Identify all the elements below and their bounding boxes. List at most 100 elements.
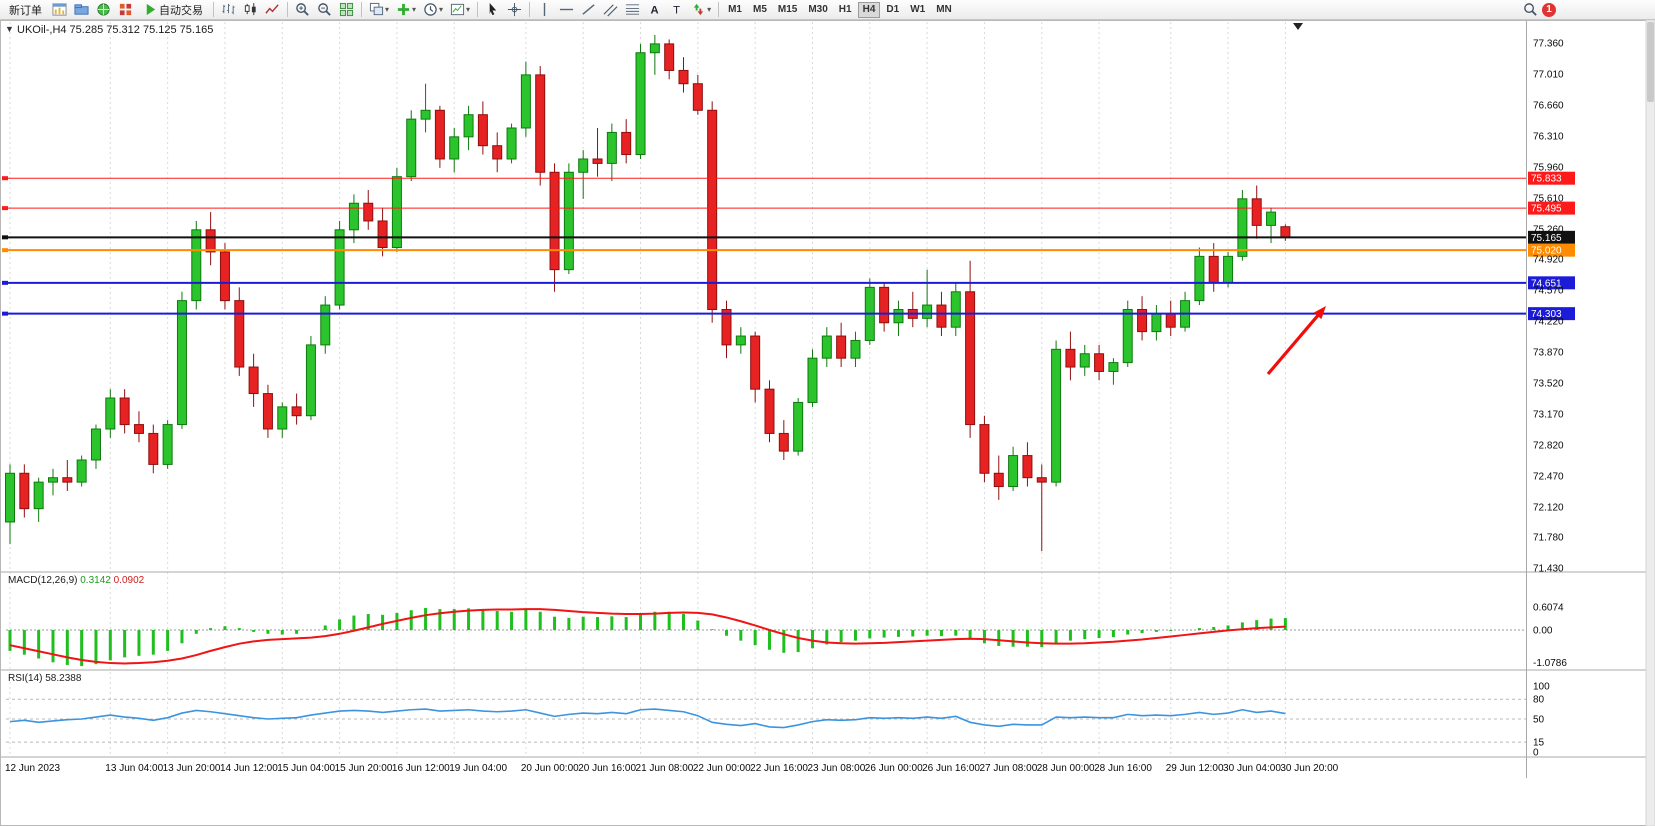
scrollbar-track[interactable] xyxy=(1645,19,1655,826)
chart-title: UKOil-,H4 75.285 75.312 75.125 75.165 xyxy=(17,24,214,36)
macd-signal-line xyxy=(9,608,1286,665)
candle-body xyxy=(807,357,818,403)
period-menu-button[interactable]: ▾ xyxy=(420,1,446,19)
time-axis-label: 22 Jun 16:00 xyxy=(750,763,808,774)
chart-background[interactable] xyxy=(0,20,1655,826)
toolbar-separator xyxy=(287,2,288,17)
axis-price-label: 77.360 xyxy=(1533,39,1564,50)
candle-body xyxy=(678,69,689,85)
candle-body xyxy=(520,74,531,129)
macd-axis-label: 0.6074 xyxy=(1533,602,1564,613)
time-axis-label: 30 Jun 20:00 xyxy=(1280,763,1338,774)
rsi-axis-label: 0 xyxy=(1533,748,1539,759)
trend-icon xyxy=(582,4,595,15)
caret-down-icon: ▾ xyxy=(385,4,390,14)
new-chart-button[interactable] xyxy=(49,1,70,19)
candle-body xyxy=(1108,362,1119,372)
tile-windows-button[interactable] xyxy=(336,1,357,19)
terminal-button[interactable] xyxy=(115,1,136,19)
candle-body xyxy=(133,424,144,434)
zoom-out-button[interactable] xyxy=(314,1,335,19)
candle-body xyxy=(262,393,273,430)
cursor-button[interactable] xyxy=(482,1,503,19)
time-axis-label: 21 Jun 08:00 xyxy=(636,763,694,774)
candle-body xyxy=(492,145,503,160)
crosshair-icon xyxy=(508,2,522,17)
rsi-value: 58.2388 xyxy=(45,673,82,684)
hline-left-marker xyxy=(2,248,8,253)
trendline-button[interactable] xyxy=(578,1,599,19)
candle-body xyxy=(1266,211,1277,226)
candle-body xyxy=(348,202,359,231)
zoom-in-button[interactable] xyxy=(292,1,313,19)
candle-body xyxy=(707,109,718,310)
axis-price-label: 75.260 xyxy=(1533,224,1564,235)
vertical-line-button[interactable] xyxy=(534,1,555,19)
channel-button[interactable] xyxy=(600,1,621,19)
profiles-button[interactable] xyxy=(71,1,92,19)
candle-body xyxy=(879,286,890,324)
timeframe-w1-button[interactable]: W1 xyxy=(905,2,930,18)
candle-body xyxy=(649,43,660,54)
axis-price-label: 76.660 xyxy=(1533,100,1564,111)
fibonacci-button[interactable] xyxy=(622,1,643,19)
price-badge-label: 75.165 xyxy=(1531,233,1562,244)
toolbar: 新订单 自动交易 ▾ ▾ ▾ ▾ A T ▾ M1 M5 M15 M30 H1 H4 D1 W1 MN 1 xyxy=(0,0,1655,20)
candle-body xyxy=(922,304,933,319)
axis-price-label: 71.430 xyxy=(1533,564,1564,575)
candle-body xyxy=(191,229,202,302)
crosshair-button[interactable] xyxy=(504,1,525,19)
arrange-windows-button[interactable]: ▾ xyxy=(366,1,392,19)
price-badge xyxy=(1528,171,1575,185)
candle-body xyxy=(363,202,374,222)
text-button[interactable]: A xyxy=(644,1,665,19)
time-axis-label: 12 Jun 2023 xyxy=(5,763,60,774)
candle-body xyxy=(176,300,187,426)
horizontal-line-button[interactable] xyxy=(556,1,577,19)
candle-body xyxy=(621,131,632,156)
timeframe-h4-button[interactable]: H4 xyxy=(857,1,881,18)
notification-badge[interactable]: 1 xyxy=(1542,2,1556,17)
one-click-trading-toggle[interactable]: ▼ xyxy=(5,24,14,34)
price-badge xyxy=(1528,276,1575,290)
autotrade-button[interactable]: 自动交易 xyxy=(137,1,209,19)
candle-body xyxy=(549,171,560,271)
market-watch-button[interactable] xyxy=(93,1,114,19)
scrollbar-thumb[interactable] xyxy=(1647,22,1654,102)
timeframe-m30-button[interactable]: M30 xyxy=(803,2,832,18)
timeframe-h1-button[interactable]: H1 xyxy=(834,2,857,18)
textT-icon: T xyxy=(673,4,680,16)
add-indicator-button[interactable]: ▾ xyxy=(393,1,419,19)
candle-body xyxy=(162,424,173,465)
candle-body xyxy=(1065,348,1076,368)
time-axis-label: 15 Jun 20:00 xyxy=(335,763,393,774)
timeframe-m15-button[interactable]: M15 xyxy=(773,2,802,18)
text-label-button[interactable]: T xyxy=(666,1,687,19)
timeframe-d1-button[interactable]: D1 xyxy=(881,2,904,18)
cascade-icon xyxy=(369,2,384,16)
candle-body xyxy=(1237,198,1248,257)
trend-arrow[interactable] xyxy=(1266,311,1322,376)
window-tools-group: ▾ ▾ ▾ ▾ xyxy=(366,1,473,19)
timeframe-mn-button[interactable]: MN xyxy=(931,2,957,18)
candle-body xyxy=(936,304,947,328)
template-button[interactable]: ▾ xyxy=(447,1,473,19)
line-chart-button[interactable] xyxy=(262,1,283,19)
new-order-button[interactable]: 新订单 xyxy=(3,1,48,19)
candles-icon xyxy=(244,2,256,16)
candle-body xyxy=(692,83,703,111)
arrows-button[interactable]: ▾ xyxy=(688,1,714,19)
candle-body xyxy=(277,406,288,430)
search-button[interactable] xyxy=(1520,1,1541,19)
chart-shift-marker[interactable] xyxy=(1293,23,1303,30)
trend-arrow-head xyxy=(1313,306,1326,320)
candle-body xyxy=(979,424,990,474)
candle-body xyxy=(119,397,130,426)
price-badge-label: 74.303 xyxy=(1531,309,1562,320)
timeframe-m5-button[interactable]: M5 xyxy=(748,2,772,18)
candlestick-chart-button[interactable] xyxy=(240,1,261,19)
magnifier-icon xyxy=(1524,3,1537,16)
candle-body xyxy=(219,251,230,302)
bar-chart-button[interactable] xyxy=(218,1,239,19)
timeframe-m1-button[interactable]: M1 xyxy=(723,2,747,18)
